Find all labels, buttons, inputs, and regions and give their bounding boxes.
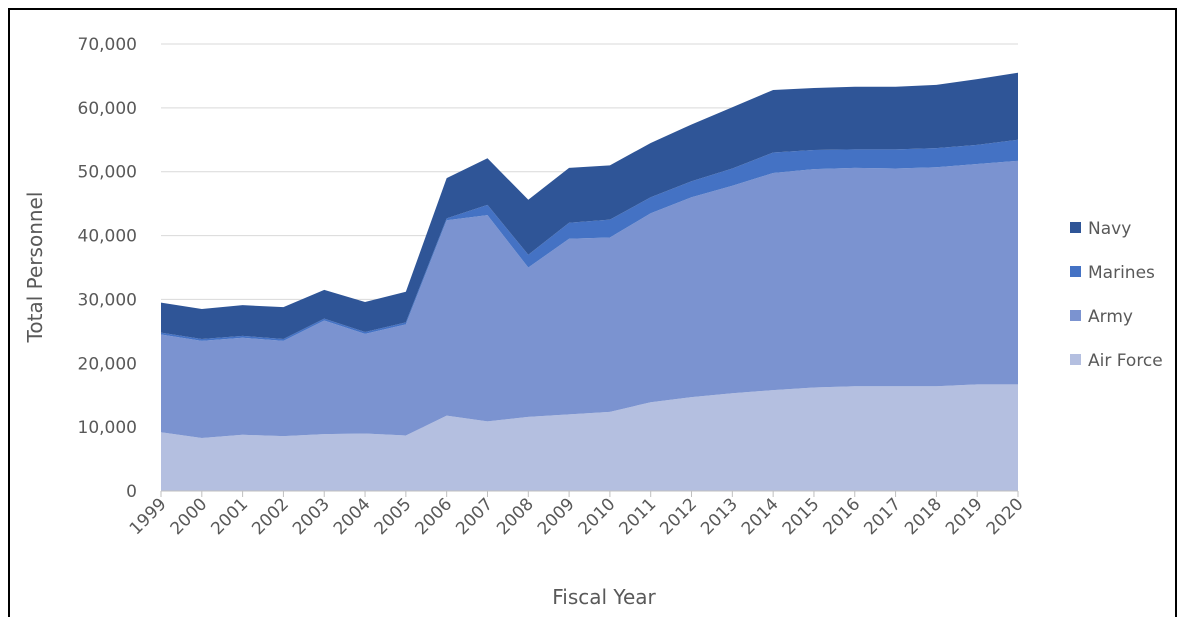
y-tick-label: 30,000 bbox=[78, 290, 137, 310]
x-tick-label: 2002 bbox=[248, 494, 293, 539]
legend-label: Air Force bbox=[1088, 351, 1163, 371]
area bbox=[161, 72, 1018, 340]
legend-swatch bbox=[1070, 310, 1081, 321]
y-tick-label: 60,000 bbox=[78, 99, 137, 119]
y-tick-label: 0 bbox=[126, 482, 137, 502]
legend-label: Marines bbox=[1088, 263, 1155, 283]
x-tick-label: 2014 bbox=[738, 494, 783, 539]
x-tick-label: 2001 bbox=[207, 494, 252, 539]
area bbox=[161, 160, 1018, 438]
legend-swatch bbox=[1070, 266, 1081, 277]
x-tick-label: 2019 bbox=[942, 494, 987, 539]
x-tick-label: 2011 bbox=[616, 494, 661, 539]
x-tick-label: 2006 bbox=[411, 494, 456, 539]
y-tick-label: 50,000 bbox=[78, 163, 137, 183]
legend-label: Army bbox=[1088, 307, 1133, 327]
y-tick-label: 40,000 bbox=[78, 227, 137, 247]
y-tick-label: 20,000 bbox=[78, 354, 137, 374]
x-tick-label: 2010 bbox=[575, 494, 620, 539]
legend-swatch bbox=[1070, 354, 1081, 365]
frame bbox=[8, 8, 1177, 617]
legend-swatch bbox=[1070, 222, 1081, 233]
x-tick-label: 2000 bbox=[167, 494, 212, 539]
x-tick-label: 2020 bbox=[983, 494, 1028, 539]
y-axis-title: Total Personnel bbox=[23, 192, 47, 344]
x-tick-label: 2009 bbox=[534, 494, 579, 539]
x-tick-label: 2008 bbox=[493, 494, 538, 539]
legend-label: Navy bbox=[1088, 219, 1131, 239]
x-tick-label: 2007 bbox=[452, 494, 497, 539]
x-tick-label: 2015 bbox=[779, 494, 824, 539]
x-tick-label: 2016 bbox=[820, 494, 865, 539]
x-tick-label: 2017 bbox=[860, 494, 905, 539]
x-axis-title: Fiscal Year bbox=[552, 585, 656, 609]
x-tick-label: 2005 bbox=[371, 494, 416, 539]
x-tick-label: 2013 bbox=[697, 494, 742, 539]
x-tick-label: 2004 bbox=[330, 494, 375, 539]
area bbox=[161, 384, 1018, 491]
x-tick-label: 2018 bbox=[901, 494, 946, 539]
y-tick-label: 10,000 bbox=[78, 418, 137, 438]
y-tick-label: 70,000 bbox=[78, 35, 137, 55]
area bbox=[161, 139, 1018, 341]
x-tick-label: 2012 bbox=[656, 494, 701, 539]
x-tick-label: 2003 bbox=[289, 494, 334, 539]
